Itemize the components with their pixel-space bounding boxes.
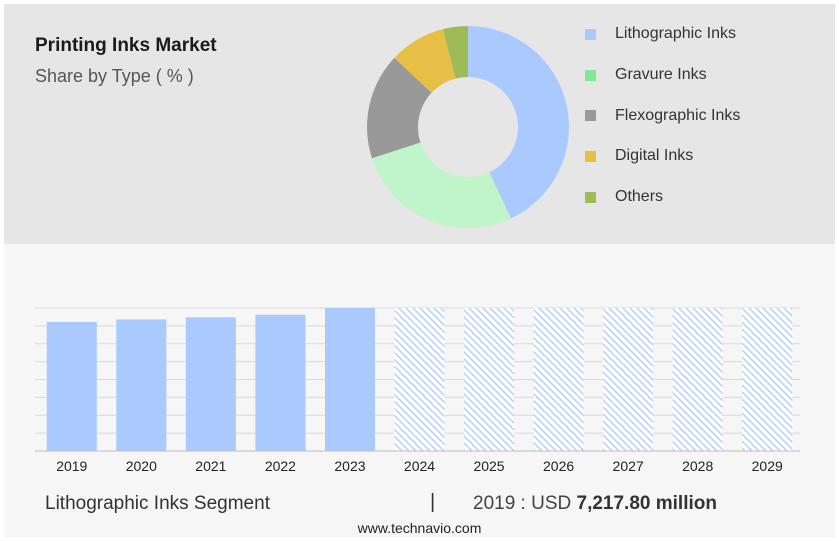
chart-title: Printing Inks Market xyxy=(35,35,217,56)
legend-swatch xyxy=(585,110,596,122)
legend-item-flexographic: Flexographic Inks xyxy=(585,95,740,136)
donut-slice-gravure-inks xyxy=(371,142,512,228)
legend-item-others: Others xyxy=(585,177,740,218)
x-tick-label: 2029 xyxy=(752,458,783,474)
x-tick-label: 2023 xyxy=(334,458,365,474)
bar-2021 xyxy=(185,317,236,451)
bar-2025 xyxy=(464,308,515,451)
x-tick-label: 2021 xyxy=(195,458,226,474)
segment-year-prefix: 2019 : USD xyxy=(473,493,577,514)
legend-label: Flexographic Inks xyxy=(615,106,741,124)
legend-label: Lithographic Inks xyxy=(615,25,736,43)
x-tick-label: 2020 xyxy=(126,458,157,474)
segment-value-amount: 7,217.80 million xyxy=(576,493,717,514)
donut-chart xyxy=(367,26,569,228)
donut-slice-lithographic-inks xyxy=(468,26,569,219)
x-tick-label: 2028 xyxy=(682,458,713,474)
x-tick-label: 2027 xyxy=(613,458,644,474)
chart-subtitle: Share by Type ( % ) xyxy=(35,66,194,86)
legend-item-digital: Digital Inks xyxy=(585,136,740,177)
bar-2029 xyxy=(742,308,793,451)
bar-2024 xyxy=(394,308,445,451)
legend-swatch xyxy=(585,69,596,81)
x-tick-label: 2019 xyxy=(56,458,87,474)
bar-2019 xyxy=(46,321,97,451)
bar-2028 xyxy=(672,308,723,451)
segment-value: 2019 : USD 7,217.80 million xyxy=(473,493,717,515)
x-tick-label: 2024 xyxy=(404,458,435,474)
legend-swatch xyxy=(585,191,596,203)
legend-label: Others xyxy=(615,188,664,206)
bar-2027 xyxy=(603,308,654,451)
donut-slice-flexographic-inks xyxy=(367,57,432,159)
bar-2023 xyxy=(324,308,375,451)
bar-2022 xyxy=(255,314,306,451)
footer-separator: | xyxy=(430,491,436,513)
legend-label: Gravure Inks xyxy=(615,66,707,84)
donut-slice-others xyxy=(442,26,468,79)
x-tick-label: 2022 xyxy=(265,458,296,474)
segment-label: Lithographic Inks Segment xyxy=(45,493,270,514)
bar-2020 xyxy=(116,319,167,451)
donut-slice-digital-inks xyxy=(394,29,456,93)
legend: Lithographic Inks Gravure Inks Flexograp… xyxy=(585,14,740,217)
x-tick-label: 2025 xyxy=(473,458,504,474)
x-tick-label: 2026 xyxy=(543,458,574,474)
bar-2026 xyxy=(533,308,584,451)
legend-label: Digital Inks xyxy=(615,147,694,165)
legend-item-gravure: Gravure Inks xyxy=(585,55,740,96)
legend-swatch xyxy=(585,150,596,162)
legend-item-lithographic: Lithographic Inks xyxy=(585,14,740,55)
source-link[interactable]: www.technavio.com xyxy=(357,520,482,536)
legend-swatch xyxy=(585,28,596,40)
